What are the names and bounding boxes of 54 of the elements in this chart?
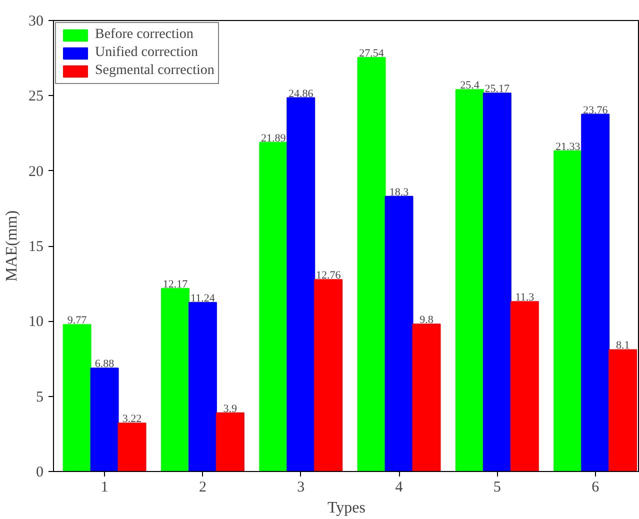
y-tick-label: 0 <box>36 464 44 480</box>
x-tick-label: 5 <box>493 480 501 496</box>
bar <box>482 92 512 472</box>
bar <box>216 412 244 472</box>
bar <box>384 196 414 472</box>
x-tick-label: 6 <box>592 480 600 496</box>
y-tick-label: 15 <box>28 239 44 255</box>
bar <box>554 150 582 472</box>
bar <box>510 301 539 472</box>
x-tick-label: 3 <box>297 480 305 496</box>
legend-label: Before correction <box>95 27 194 43</box>
data-label: 8.1 <box>616 340 630 352</box>
data-label: 3.9 <box>223 402 238 415</box>
y-tick-label: 20 <box>28 164 44 180</box>
y-tick-label: 10 <box>28 314 44 330</box>
data-label: 3.22 <box>122 413 142 426</box>
bar <box>90 368 119 472</box>
data-label: 11.24 <box>190 292 216 305</box>
data-label: 9.77 <box>67 314 88 327</box>
y-tick-label: 5 <box>36 389 44 406</box>
data-label: 6.88 <box>94 358 115 370</box>
data-label: 12.76 <box>316 270 342 282</box>
data-label: 12.17 <box>162 278 188 291</box>
bar <box>160 288 190 472</box>
x-tick-label: 2 <box>198 480 206 496</box>
bar <box>259 142 288 472</box>
data-label: 9.8 <box>420 314 434 326</box>
data-label: 18.3 <box>389 186 410 198</box>
data-label: 25.17 <box>484 83 510 96</box>
x-tick-label: 1 <box>100 480 108 496</box>
bar <box>357 56 386 472</box>
bar <box>62 324 92 472</box>
data-label: 23.76 <box>582 104 608 116</box>
bar <box>608 349 638 472</box>
data-label: 21.89 <box>261 132 286 144</box>
y-axis-title: MAE(mm) <box>4 210 20 282</box>
x-tick-label: 4 <box>395 480 404 496</box>
y-tick-label: 25 <box>28 88 44 105</box>
bar <box>118 422 146 472</box>
bar <box>581 114 610 472</box>
x-axis-title: Types <box>328 500 366 516</box>
data-label: 27.54 <box>359 47 384 60</box>
bar <box>188 302 217 472</box>
data-label: 11.3 <box>515 292 535 304</box>
legend-label: Unified correction <box>95 45 198 61</box>
bar <box>455 89 484 472</box>
bar <box>314 279 343 472</box>
legend-label: Segmental correction <box>95 63 214 79</box>
y-tick-label: 30 <box>28 14 44 30</box>
data-label: 21.33 <box>555 140 581 153</box>
bar <box>412 324 441 472</box>
data-label: 24.86 <box>288 88 314 100</box>
bar <box>286 97 316 472</box>
data-label: 25.4 <box>460 80 480 92</box>
